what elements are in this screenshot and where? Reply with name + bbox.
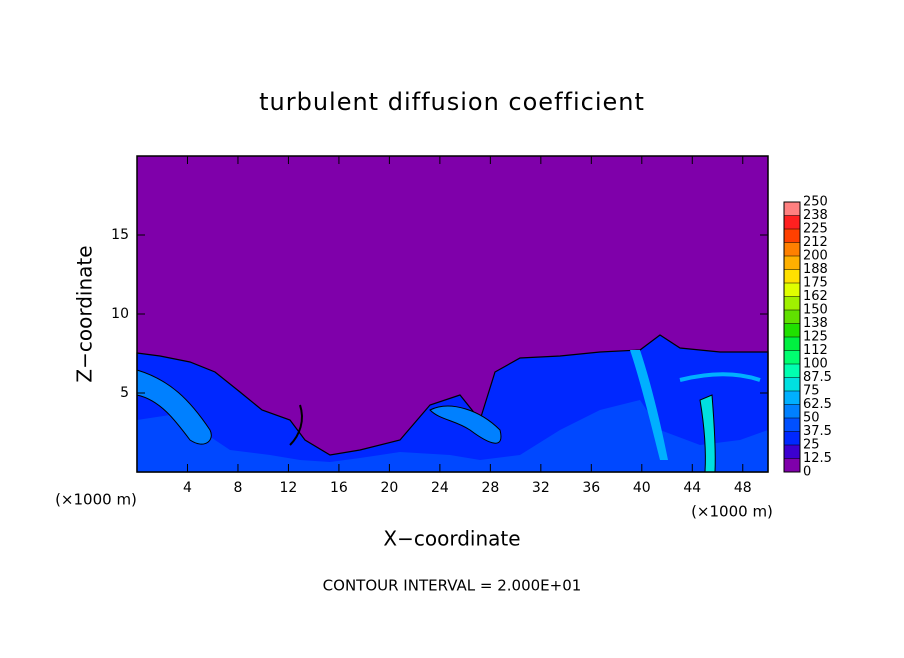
y-tick-label: 5 <box>120 385 129 401</box>
colorbar-band <box>784 445 800 459</box>
colorbar-band <box>784 296 800 310</box>
field-region <box>136 369 212 445</box>
colorbar-band <box>784 215 800 229</box>
colorbar-label: 100 <box>803 357 828 372</box>
colorbar-label: 162 <box>803 289 828 304</box>
colorbar-label: 238 <box>803 208 828 223</box>
footnote: CONTOUR INTERVAL = 2.000E+01 <box>323 577 582 595</box>
x-tick-label: 12 <box>280 480 298 496</box>
x-tick-label: 36 <box>582 480 600 496</box>
colorbar-band <box>784 418 800 432</box>
colorbar-band <box>784 377 800 391</box>
colorbar-label: 12.5 <box>803 451 832 466</box>
colorbar-label: 75 <box>803 384 820 399</box>
colorbar-label: 125 <box>803 330 828 345</box>
field-region <box>137 400 768 472</box>
colorbar-band <box>784 229 800 243</box>
colorbar-label: 112 <box>803 343 828 358</box>
colorbar-band <box>784 431 800 445</box>
colorbar-label: 150 <box>803 303 828 318</box>
y-tick-label: 15 <box>111 227 129 243</box>
colorbar-band <box>784 310 800 324</box>
x-tick-label: 24 <box>431 480 449 496</box>
x-axis-label: X−coordinate <box>383 527 520 551</box>
colorbar-band <box>784 391 800 405</box>
x-tick-label: 40 <box>633 480 651 496</box>
field-region <box>630 350 668 460</box>
colorbar-label: 188 <box>803 262 828 277</box>
x-tick-label: 28 <box>481 480 499 496</box>
colorbar-band <box>784 283 800 297</box>
colorbar-band <box>784 269 800 283</box>
y-axis-label: Z−coordinate <box>73 245 97 382</box>
colorbar-band <box>784 242 800 256</box>
field-contour <box>289 404 303 446</box>
x-tick-label: 32 <box>532 480 550 496</box>
colorbar-band <box>784 256 800 270</box>
colorbar-label: 138 <box>803 316 828 331</box>
y-tick-label: 10 <box>111 306 129 322</box>
colorbar-label: 250 <box>803 195 828 210</box>
colorbar-label: 62.5 <box>803 397 832 412</box>
colorbar-band <box>784 202 800 216</box>
x-tick-label: 44 <box>683 480 701 496</box>
x-tick-label: 16 <box>330 480 348 496</box>
colorbar-band <box>784 404 800 418</box>
colorbar-band <box>784 323 800 337</box>
field-streak <box>679 372 761 382</box>
x-unit-label: (×1000 m) <box>55 491 137 509</box>
colorbar-label: 87.5 <box>803 370 832 385</box>
colorbar-band <box>784 350 800 364</box>
colorbar-band <box>784 337 800 351</box>
colorbar-label: 175 <box>803 276 828 291</box>
x-tick-label: 8 <box>233 480 242 496</box>
colorbar-band <box>784 458 800 472</box>
colorbar-label: 37.5 <box>803 424 832 439</box>
colorbar-label: 200 <box>803 249 828 264</box>
contour-field <box>136 156 769 473</box>
colorbar-label: 25 <box>803 438 820 453</box>
field-region <box>429 405 502 444</box>
x-unit-label: (×1000 m) <box>691 503 773 521</box>
colorbar-label: 50 <box>803 411 820 426</box>
colorbar-label: 0 <box>803 465 811 480</box>
x-tick-label: 4 <box>183 480 192 496</box>
colorbar-band <box>784 364 800 378</box>
colorbar-label: 212 <box>803 235 828 250</box>
colorbar-label: 225 <box>803 222 828 237</box>
x-tick-label: 20 <box>380 480 398 496</box>
x-tick-label: 48 <box>734 480 752 496</box>
chart-title: turbulent diffusion coefficient <box>259 88 645 116</box>
